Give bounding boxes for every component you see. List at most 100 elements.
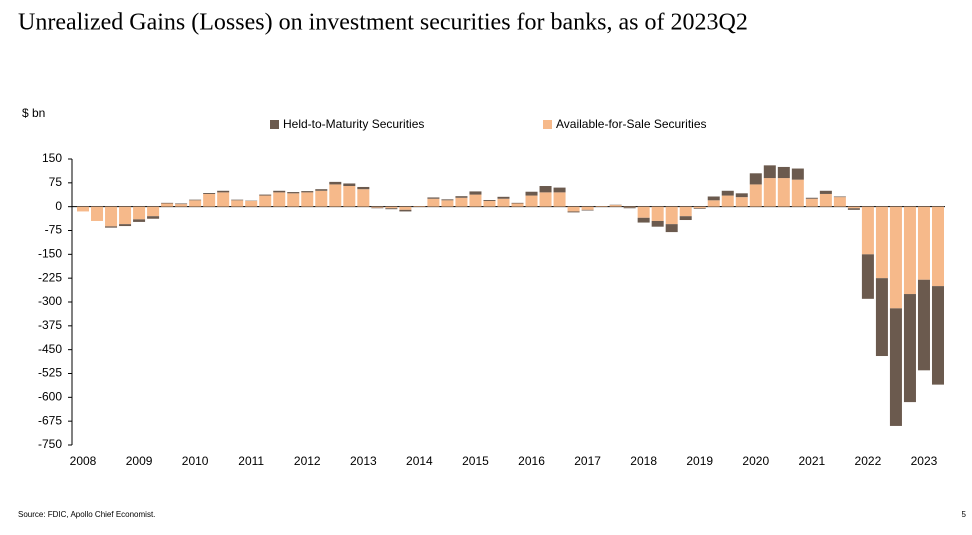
bar-segment xyxy=(175,204,187,207)
bar-segment xyxy=(413,206,425,207)
x-tick-label: 2010 xyxy=(182,454,209,468)
bar-segment xyxy=(469,191,481,194)
bar-segment xyxy=(582,210,594,211)
bar-segment xyxy=(357,189,369,206)
bar-segment xyxy=(329,184,341,206)
bar-segment xyxy=(245,201,257,207)
y-tick-label: -300 xyxy=(38,294,62,308)
legend-swatch xyxy=(270,120,279,129)
bar-segment xyxy=(371,207,383,208)
bar-segment xyxy=(638,218,650,223)
bar-segment xyxy=(848,208,860,210)
bar-segment xyxy=(834,197,846,207)
x-tick-label: 2020 xyxy=(742,454,769,468)
x-tick-label: 2018 xyxy=(630,454,657,468)
x-tick-label: 2019 xyxy=(686,454,713,468)
bar-segment xyxy=(231,200,243,201)
bar-segment xyxy=(343,183,355,186)
bar-segment xyxy=(175,203,187,204)
bar-segment xyxy=(329,182,341,185)
y-tick-label: -600 xyxy=(38,390,62,404)
bar-segment xyxy=(652,221,664,227)
bar-segment xyxy=(77,207,89,212)
bar-segment xyxy=(469,195,481,207)
bar-segment xyxy=(371,208,383,209)
bar-segment xyxy=(792,169,804,180)
bar-segment xyxy=(722,196,734,207)
bar-segment xyxy=(694,208,706,209)
bar-segment xyxy=(105,226,117,227)
y-tick-label: -525 xyxy=(38,366,62,380)
bar-segment xyxy=(259,195,271,196)
bar-segment xyxy=(455,198,467,207)
x-tick-label: 2008 xyxy=(70,454,97,468)
bar-segment xyxy=(582,207,594,210)
bar-segment xyxy=(203,193,215,194)
bar-segment xyxy=(764,178,776,207)
bar-segment xyxy=(876,207,888,279)
bar-segment xyxy=(680,207,692,217)
bar-segment xyxy=(427,197,439,198)
legend-label: Available-for-Sale Securities xyxy=(556,117,707,131)
bar-segment xyxy=(273,192,285,206)
bar-segment xyxy=(147,207,159,217)
bar-segment xyxy=(806,198,818,199)
bar-segment xyxy=(119,207,131,224)
bar-segment xyxy=(918,207,930,280)
bar-segment xyxy=(287,193,299,206)
y-tick-label: 150 xyxy=(42,151,62,165)
y-tick-label: -225 xyxy=(38,270,62,284)
bar-segment xyxy=(231,200,243,206)
x-tick-label: 2015 xyxy=(462,454,489,468)
y-tick-label: 75 xyxy=(49,175,63,189)
bar-segment xyxy=(287,192,299,193)
bar-segment xyxy=(301,192,313,206)
bar-segment xyxy=(820,191,832,194)
bar-segment xyxy=(820,194,832,207)
bar-segment xyxy=(399,207,411,210)
bar-segment xyxy=(806,199,818,207)
bar-segment xyxy=(610,205,622,207)
x-tick-label: 2014 xyxy=(406,454,433,468)
bar-segment xyxy=(736,197,748,207)
x-tick-label: 2021 xyxy=(798,454,825,468)
bar-segment xyxy=(792,180,804,207)
bar-segment xyxy=(932,286,944,385)
bar-segment xyxy=(273,191,285,193)
bar-segment xyxy=(624,207,636,208)
bar-segment xyxy=(385,208,397,209)
bar-segment xyxy=(624,207,636,208)
bar-segment xyxy=(778,178,790,207)
bar-segment xyxy=(526,192,538,196)
bar-segment xyxy=(638,207,650,218)
y-tick-label: -150 xyxy=(38,247,62,261)
bar-segment xyxy=(343,186,355,207)
bar-segment xyxy=(133,207,145,220)
bar-segment xyxy=(189,200,201,201)
bar-segment xyxy=(483,200,495,201)
bar-segment xyxy=(862,207,874,255)
bar-segment xyxy=(666,224,678,232)
x-tick-label: 2016 xyxy=(518,454,545,468)
bar-segment xyxy=(568,207,580,212)
bar-segment xyxy=(554,188,566,193)
bar-segment xyxy=(455,196,467,198)
bar-segment xyxy=(890,207,902,309)
x-tick-label: 2012 xyxy=(294,454,321,468)
legend-swatch xyxy=(543,120,552,129)
bar-segment xyxy=(259,196,271,207)
bar-segment xyxy=(554,192,566,206)
bar-segment xyxy=(904,294,916,402)
bar-segment xyxy=(105,207,117,227)
y-tick-label: -750 xyxy=(38,437,62,451)
bar-segment xyxy=(189,200,201,206)
chart-title: Unrealized Gains (Losses) on investment … xyxy=(18,10,748,36)
bar-segment xyxy=(399,210,411,212)
x-tick-label: 2009 xyxy=(126,454,153,468)
x-tick-label: 2011 xyxy=(238,454,264,468)
bar-segment xyxy=(385,207,397,209)
bar-segment xyxy=(848,207,860,209)
x-tick-label: 2023 xyxy=(911,454,938,468)
bar-segment xyxy=(512,203,524,204)
y-tick-label: -75 xyxy=(45,223,63,237)
